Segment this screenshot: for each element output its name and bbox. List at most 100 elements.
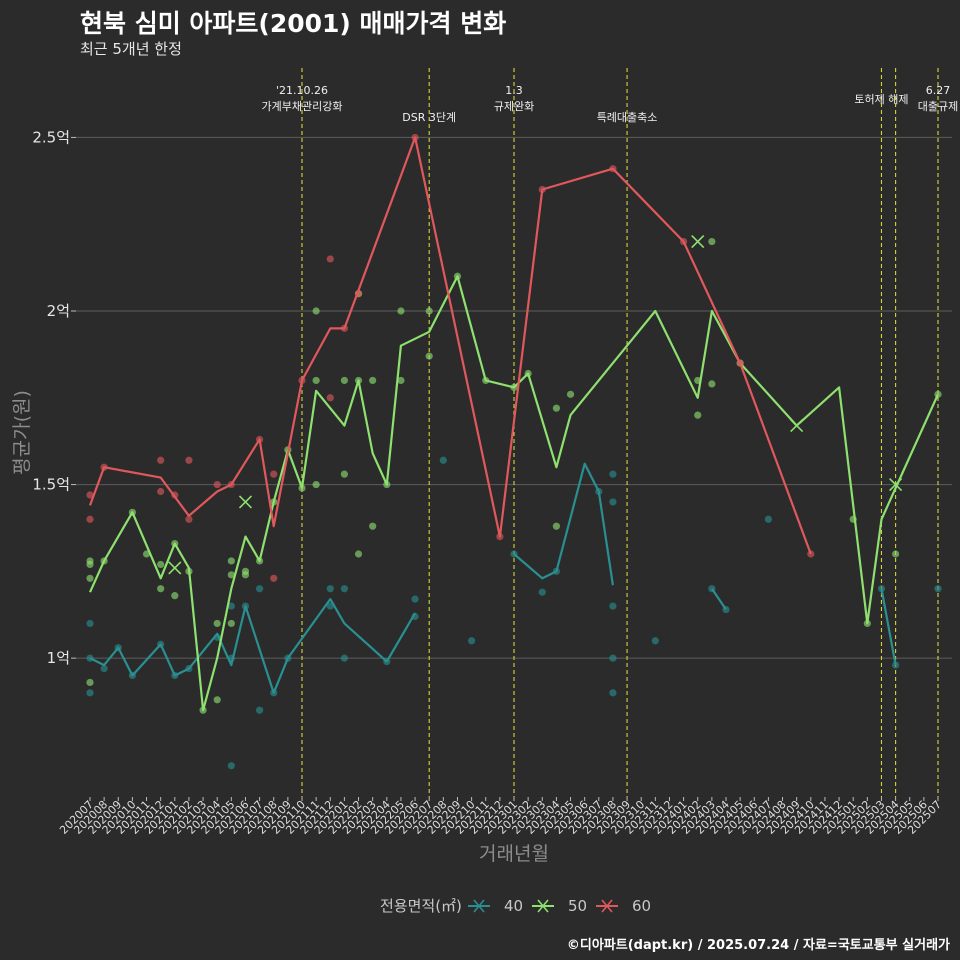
data-point bbox=[86, 491, 94, 499]
data-point bbox=[425, 307, 433, 315]
data-point bbox=[227, 762, 235, 770]
data-point bbox=[86, 574, 94, 582]
legend-label: 60 bbox=[632, 897, 651, 915]
x-axis-title: 거래년월 bbox=[479, 843, 549, 865]
data-point bbox=[312, 307, 320, 315]
data-point bbox=[369, 376, 377, 385]
data-point bbox=[227, 571, 235, 579]
source-caption: ©디아파트(dapt.kr) / 2025.07.24 / 자료=국토교통부 실… bbox=[566, 938, 950, 953]
legend-label: 50 bbox=[568, 897, 587, 915]
data-point bbox=[552, 404, 561, 412]
series-60 bbox=[86, 133, 815, 582]
data-point bbox=[185, 515, 193, 523]
data-point bbox=[411, 595, 419, 603]
chart-subtitle: 최근 5개년 한정 bbox=[80, 40, 182, 58]
data-point bbox=[892, 550, 900, 558]
data-point bbox=[609, 470, 617, 478]
data-point bbox=[609, 498, 617, 506]
cross-marker bbox=[889, 478, 903, 492]
chart-title: 현북 심미 아파트(2001) 매매가격 변화 bbox=[80, 9, 507, 38]
data-point bbox=[340, 376, 348, 385]
data-point bbox=[86, 515, 94, 523]
data-point bbox=[86, 560, 94, 569]
data-point bbox=[764, 515, 773, 523]
data-point bbox=[312, 480, 320, 489]
y-tick-label: 2.5억 bbox=[32, 128, 70, 146]
event-label: 가계부채관리강화 bbox=[262, 100, 343, 113]
data-point bbox=[326, 394, 334, 402]
data-point bbox=[86, 678, 94, 687]
data-point bbox=[609, 602, 617, 610]
data-point bbox=[241, 571, 250, 579]
cross-marker bbox=[238, 495, 253, 509]
data-point bbox=[425, 352, 433, 360]
event-label: '21.10.26 bbox=[276, 84, 328, 97]
data-point bbox=[934, 585, 942, 593]
data-point bbox=[227, 602, 235, 610]
data-point bbox=[566, 390, 575, 398]
data-point bbox=[708, 380, 716, 388]
data-point bbox=[326, 255, 334, 263]
event-label: 6.27 bbox=[926, 84, 951, 97]
series-50 bbox=[86, 235, 942, 714]
data-point bbox=[354, 550, 363, 558]
data-point bbox=[213, 696, 221, 704]
data-point bbox=[340, 470, 348, 478]
series-40 bbox=[86, 456, 942, 770]
legend-label: 40 bbox=[504, 897, 523, 915]
y-tick-label: 1.5억 bbox=[32, 476, 70, 494]
y-tick-label: 2억 bbox=[47, 302, 70, 320]
data-point bbox=[213, 619, 221, 628]
data-point bbox=[340, 654, 348, 662]
data-point bbox=[552, 522, 561, 530]
data-point bbox=[270, 470, 278, 478]
data-point bbox=[312, 376, 320, 385]
data-point bbox=[256, 585, 264, 593]
data-point bbox=[609, 689, 617, 697]
legend-item-60: 60 bbox=[596, 897, 651, 915]
cross-marker bbox=[691, 235, 705, 249]
series-line bbox=[513, 462, 614, 586]
data-point bbox=[213, 480, 221, 489]
data-point bbox=[439, 456, 447, 464]
data-point bbox=[227, 557, 235, 565]
data-point bbox=[86, 619, 94, 628]
legend-title: 전용면적(㎡) bbox=[380, 897, 462, 915]
data-point bbox=[609, 654, 617, 662]
event-label: 특례대출축소 bbox=[597, 111, 658, 124]
data-point bbox=[171, 592, 179, 600]
data-point bbox=[157, 456, 165, 464]
y-axis-title: 평균가(원) bbox=[11, 390, 33, 475]
data-point bbox=[651, 637, 659, 645]
data-point bbox=[538, 588, 546, 596]
data-point bbox=[157, 585, 165, 593]
data-point bbox=[326, 585, 334, 593]
series-line bbox=[88, 136, 812, 555]
data-point bbox=[157, 487, 165, 496]
series-line bbox=[88, 275, 940, 712]
cross-marker bbox=[790, 418, 804, 433]
data-point bbox=[270, 574, 278, 582]
data-point bbox=[397, 307, 405, 315]
data-point bbox=[157, 560, 165, 569]
data-point bbox=[468, 637, 476, 645]
data-point bbox=[397, 376, 405, 385]
legend-item-40: 40 bbox=[468, 897, 523, 915]
data-point bbox=[86, 689, 94, 697]
legend-item-50: 50 bbox=[532, 897, 587, 915]
series-line bbox=[880, 588, 897, 666]
data-point bbox=[185, 456, 193, 464]
data-point bbox=[369, 522, 377, 530]
event-label: DSR 3단계 bbox=[402, 111, 456, 124]
event-label: 대출규제 bbox=[918, 100, 958, 113]
y-tick-label: 1억 bbox=[47, 649, 70, 667]
series-line bbox=[710, 588, 727, 611]
event-label: 규제완화 bbox=[494, 100, 534, 113]
cross-marker bbox=[168, 561, 182, 575]
data-point bbox=[708, 237, 716, 246]
data-point bbox=[256, 706, 264, 714]
data-point bbox=[694, 411, 702, 419]
data-point bbox=[100, 664, 108, 673]
data-point bbox=[227, 619, 235, 628]
